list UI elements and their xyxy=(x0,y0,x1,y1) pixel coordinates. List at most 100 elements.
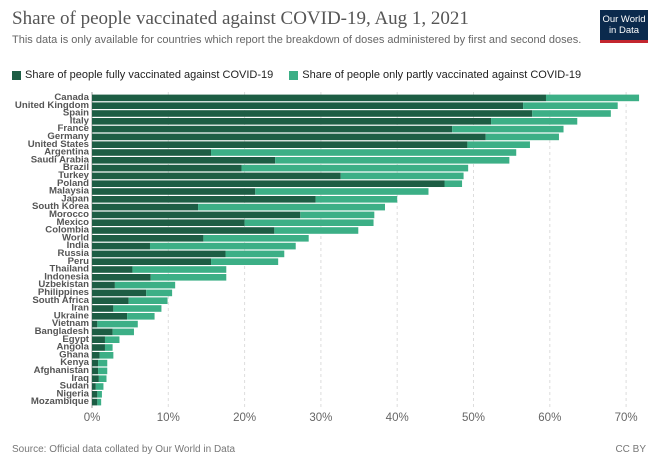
bar-partly-vaccinated xyxy=(452,125,564,133)
bar-partly-vaccinated xyxy=(274,227,359,234)
legend: Share of people fully vaccinated against… xyxy=(12,69,597,81)
bar-fully-vaccinated xyxy=(92,157,276,164)
category-label: Morocco xyxy=(49,209,89,220)
bar-partly-vaccinated xyxy=(485,133,559,141)
bar-fully-vaccinated xyxy=(92,227,275,234)
category-label: Colombia xyxy=(45,225,89,236)
legend-label-full: Share of people fully vaccinated against… xyxy=(25,69,274,81)
x-tick-label: 10% xyxy=(157,412,180,424)
bar-partly-vaccinated xyxy=(241,164,469,172)
bar-partly-vaccinated xyxy=(244,219,374,226)
bar-partly-vaccinated xyxy=(523,102,618,109)
logo-line-2: in Data xyxy=(608,25,640,36)
x-tick-label: 20% xyxy=(233,412,256,424)
category-label: Peru xyxy=(68,256,89,267)
bar-partly-vaccinated xyxy=(149,242,296,250)
bar-fully-vaccinated xyxy=(92,125,453,133)
bar-fully-vaccinated xyxy=(92,211,301,219)
bar-fully-vaccinated xyxy=(92,196,316,203)
bar-fully-vaccinated xyxy=(92,320,98,328)
bar-fully-vaccinated xyxy=(92,391,98,398)
x-tick-label: 30% xyxy=(309,412,332,424)
bar-fully-vaccinated xyxy=(92,297,129,304)
bar-fully-vaccinated xyxy=(92,344,105,351)
bar-fully-vaccinated xyxy=(92,219,245,226)
bar-partly-vaccinated xyxy=(98,375,107,382)
category-label: Ukraine xyxy=(54,310,89,321)
bar-fully-vaccinated xyxy=(92,102,524,109)
legend-item-partial[interactable]: Share of people only partly vaccinated a… xyxy=(289,69,581,81)
category-label: Italy xyxy=(70,115,90,126)
bar-partly-vaccinated xyxy=(275,157,510,164)
bar-fully-vaccinated xyxy=(92,336,105,343)
bar-fully-vaccinated xyxy=(92,328,113,336)
bar-partly-vaccinated xyxy=(198,203,385,211)
bar-partly-vaccinated xyxy=(114,281,176,289)
bar-fully-vaccinated xyxy=(92,281,115,289)
category-label: Egypt xyxy=(62,334,89,345)
bar-partly-vaccinated xyxy=(97,398,102,406)
x-tick-label: 0% xyxy=(84,412,101,424)
bar-partly-vaccinated xyxy=(225,250,285,258)
category-label: World xyxy=(62,232,89,243)
logo-line-1: Our World xyxy=(602,14,646,25)
category-label: Angola xyxy=(56,342,89,353)
legend-swatch-partial xyxy=(289,70,299,80)
license-link[interactable]: CC BY xyxy=(615,444,646,455)
bar-partly-vaccinated xyxy=(113,305,162,312)
category-label: Bangladesh xyxy=(35,326,90,337)
bar-fully-vaccinated xyxy=(92,289,147,297)
bar-fully-vaccinated xyxy=(92,180,445,187)
bar-fully-vaccinated xyxy=(92,149,212,156)
category-label: Turkey xyxy=(58,170,89,181)
bar-partly-vaccinated xyxy=(97,391,102,398)
bar-partly-vaccinated xyxy=(128,297,168,304)
category-label: Thailand xyxy=(50,264,90,275)
category-label: Saudi Arabia xyxy=(31,154,90,165)
x-tick-label: 70% xyxy=(615,412,638,424)
bar-partly-vaccinated xyxy=(300,211,375,219)
category-label: Nigeria xyxy=(56,388,89,399)
category-label: India xyxy=(67,240,90,251)
bar-fully-vaccinated xyxy=(92,398,98,406)
category-label: Vietnam xyxy=(52,318,89,329)
category-label: Spain xyxy=(63,108,89,119)
owid-logo[interactable]: Our World in Data xyxy=(600,10,648,43)
bar-partly-vaccinated xyxy=(255,188,429,195)
source-note[interactable]: Source: Official data collated by Our Wo… xyxy=(12,444,236,455)
bar-fully-vaccinated xyxy=(92,235,204,242)
category-label: United States xyxy=(28,139,89,150)
category-label: Poland xyxy=(57,178,89,189)
category-label: Afghanistan xyxy=(34,365,90,376)
bar-fully-vaccinated xyxy=(92,172,341,180)
legend-swatch-full xyxy=(12,70,21,80)
bar-partly-vaccinated xyxy=(98,359,108,367)
bar-partly-vaccinated xyxy=(95,383,104,390)
bar-partly-vaccinated xyxy=(203,235,309,242)
category-label: Russia xyxy=(58,248,90,259)
chart-title: Share of people vaccinated against COVID… xyxy=(12,8,469,29)
bar-fully-vaccinated xyxy=(92,110,533,117)
bar-fully-vaccinated xyxy=(92,359,99,367)
bar-fully-vaccinated xyxy=(92,250,226,258)
category-label: Indonesia xyxy=(44,271,89,282)
bar-partly-vaccinated xyxy=(467,141,530,148)
category-label: Iraq xyxy=(71,373,89,384)
category-label: Malaysia xyxy=(49,186,90,197)
category-label: Mexico xyxy=(56,217,89,228)
category-label: United Kingdom xyxy=(15,100,89,111)
bar-partly-vaccinated xyxy=(99,352,114,359)
category-label: Ghana xyxy=(59,349,90,360)
bar-partly-vaccinated xyxy=(97,320,138,328)
legend-item-full[interactable]: Share of people fully vaccinated against… xyxy=(12,69,273,81)
category-label: Japan xyxy=(61,193,89,204)
bar-partly-vaccinated xyxy=(146,289,173,297)
category-label: France xyxy=(58,123,89,134)
bar-fully-vaccinated xyxy=(92,188,256,195)
bar-partly-vaccinated xyxy=(545,94,640,102)
bar-fully-vaccinated xyxy=(92,203,199,211)
bar-partly-vaccinated xyxy=(491,118,578,125)
bar-fully-vaccinated xyxy=(92,352,100,359)
bar-partly-vaccinated xyxy=(104,336,120,343)
